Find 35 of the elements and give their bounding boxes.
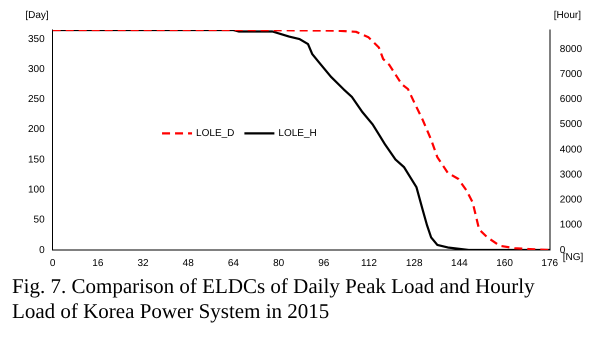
- y2-tick-label: 2000: [560, 194, 582, 206]
- y-tick-label: 300: [28, 64, 46, 75]
- x-tick-label: 112: [361, 258, 378, 269]
- y-tick-label: 200: [28, 124, 46, 136]
- x-axis-title: [NG]: [562, 252, 584, 263]
- y2-tick-label: 1000: [560, 220, 582, 231]
- y2-tick-label: 5000: [560, 119, 582, 130]
- x-tick-label: 80: [273, 258, 285, 269]
- y-tick-label: 0: [39, 244, 46, 256]
- y-tick-label: 150: [28, 154, 46, 166]
- text: Fig. 7. Comparison of ELDCs of Daily Peak Load and Hourly Load of Korea Power System in 2015: [12, 274, 536, 324]
- line-series: [52, 30, 550, 250]
- x-tick-label: 64: [228, 258, 240, 269]
- x-tick-label: 16: [92, 258, 104, 269]
- y-tick-label: 100: [28, 184, 46, 196]
- y-axis-title: [Day]: [25, 10, 49, 21]
- y-tick-label: 350: [28, 34, 46, 45]
- x-tick-label: 144: [451, 258, 468, 269]
- y2-tick-label: 8000: [560, 44, 582, 55]
- x-tick-label: 176: [541, 258, 559, 269]
- x-tick-label: 160: [496, 258, 514, 269]
- y-tick-label: 50: [34, 214, 46, 226]
- y2-tick-label: 3000: [560, 169, 582, 180]
- legend-label: LOLE_D: [196, 128, 234, 140]
- y2-tick-label: 4000: [560, 144, 582, 156]
- y2-axis-title: [Hour]: [554, 10, 582, 21]
- y2-tick-label: 7000: [560, 68, 582, 80]
- legend-label: LOLE_H: [278, 128, 317, 140]
- x-tick-label: 96: [318, 258, 330, 269]
- x-tick-label: 0: [50, 258, 56, 269]
- x-tick-label: 48: [182, 258, 194, 269]
- x-tick-label: 128: [406, 258, 423, 269]
- x-tick-label: 32: [138, 258, 150, 269]
- y2-tick-label: 6000: [560, 94, 582, 106]
- y-tick-label: 250: [28, 94, 46, 106]
